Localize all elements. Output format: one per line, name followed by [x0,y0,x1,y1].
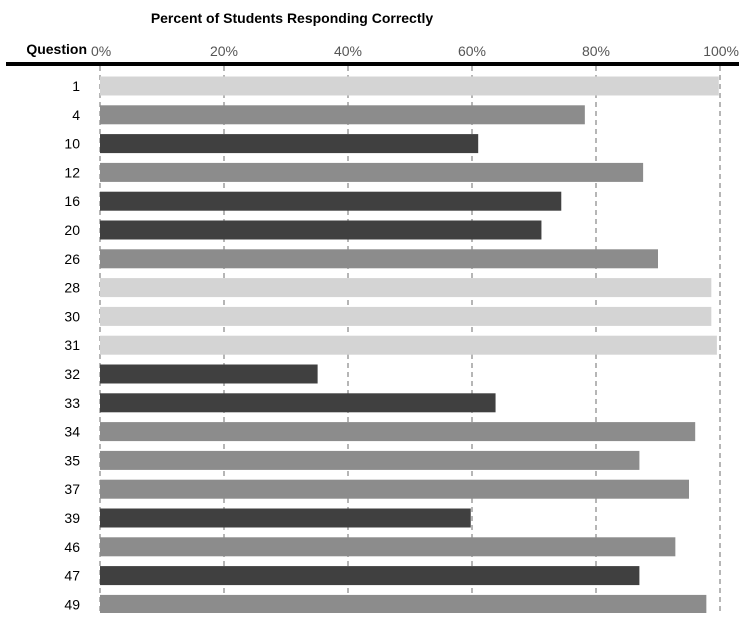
x-tick-label: 80% [582,43,610,59]
bar-question-16 [100,191,562,211]
bar-question-20 [100,220,542,240]
category-label: 49 [64,596,80,612]
bar-question-1 [100,76,719,96]
category-label: 4 [72,107,80,123]
category-label: 10 [64,136,80,152]
x-tick-labels: 0% 20% 40% 60% 80% 100% [91,43,739,59]
bar-question-49 [100,594,707,614]
bar-question-28 [100,278,712,298]
bar-question-32 [100,364,318,384]
category-label: 30 [64,308,80,324]
category-label: 20 [64,222,80,238]
category-label: 35 [64,452,80,468]
category-label: 12 [64,164,80,180]
bar-question-4 [100,105,585,125]
category-label: 28 [64,280,80,296]
category-label: 46 [64,539,80,555]
bar-question-34 [100,422,696,442]
category-label: 33 [64,395,80,411]
bar-question-10 [100,134,479,154]
x-tick-label: 20% [210,43,238,59]
category-label: 32 [64,366,80,382]
bars [100,76,719,614]
category-label: 16 [64,193,80,209]
category-label: 34 [64,424,80,440]
x-tick-label: 60% [458,43,486,59]
chart-title: Percent of Students Responding Correctly [151,10,434,26]
bar-question-37 [100,479,689,499]
category-label: 1 [72,78,80,94]
x-tick-label: 100% [703,43,739,59]
category-label: 37 [64,481,80,497]
x-tick-label: 40% [334,43,362,59]
bar-question-46 [100,537,676,557]
bar-question-31 [100,335,717,355]
bar-question-33 [100,393,496,413]
bar-question-39 [100,508,471,528]
category-label: 31 [64,337,80,353]
category-label: 26 [64,251,80,267]
bar-question-12 [100,162,644,182]
bar-question-30 [100,306,712,326]
bar-question-35 [100,450,640,470]
category-label: 39 [64,510,80,526]
x-tick-label: 0% [91,43,111,59]
bar-question-47 [100,566,640,586]
category-label: 47 [64,568,80,584]
category-labels: 1 4 10 12 16 20 26 28 30 31 32 33 34 35 37 39 46 47 49 [64,78,80,612]
y-axis-header: Question [26,41,87,57]
bar-question-26 [100,249,658,269]
